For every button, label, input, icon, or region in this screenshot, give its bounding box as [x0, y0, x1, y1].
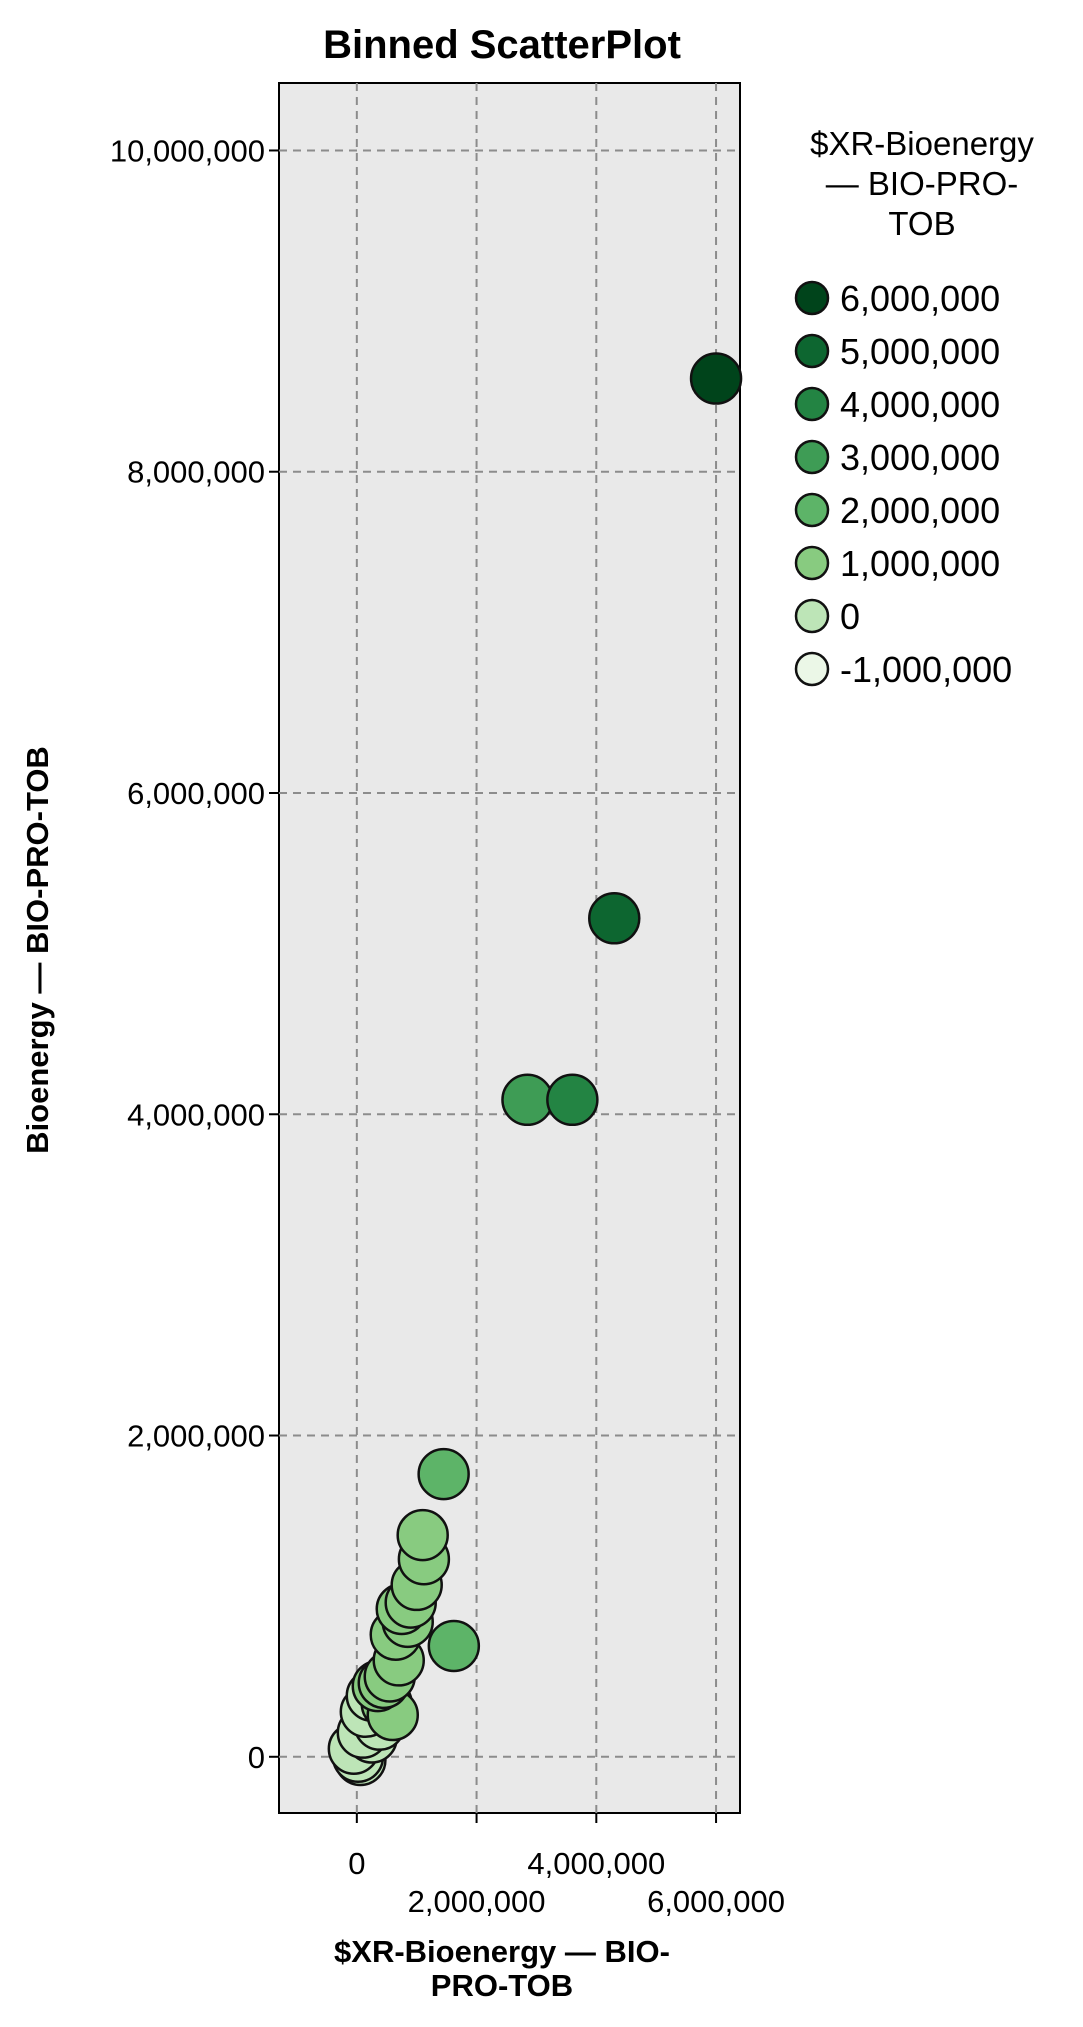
chart-title: Binned ScatterPlot — [323, 23, 681, 67]
legend-swatch — [794, 651, 830, 687]
x-tick-label: 2,000,000 — [408, 1884, 546, 1919]
y-axis-title: Bioenergy — BIO-PRO-TOB — [20, 746, 55, 1154]
axis-ticks: 02,000,0004,000,0006,000,0008,000,00010,… — [110, 133, 785, 1919]
data-point — [427, 1619, 481, 1673]
x-tick-label: 4,000,000 — [527, 1846, 665, 1881]
x-axis-title-line-2: PRO-TOB — [431, 1968, 573, 2003]
legend-label: 1,000,000 — [840, 543, 1000, 584]
legend-title-line-1: $XR-Bioenergy — [810, 125, 1034, 162]
x-axis-title-line-1: $XR-Bioenergy — BIO- — [334, 1934, 670, 1969]
y-tick-label: 0 — [248, 1740, 265, 1775]
legend-label: 3,000,000 — [840, 437, 1000, 478]
legend-swatch — [794, 439, 830, 475]
legend-title-line-2: — BIO-PRO- — [826, 165, 1019, 202]
legend-swatch — [794, 545, 830, 581]
data-point — [501, 1073, 554, 1127]
legend: $XR-Bioenergy — BIO-PRO- TOB 6,000,000 5,… — [794, 125, 1034, 690]
plot-area — [278, 82, 741, 1814]
legend-swatch — [794, 333, 830, 369]
legend-label: 5,000,000 — [840, 331, 1000, 372]
data-point — [396, 1508, 449, 1562]
legend-swatch — [794, 492, 830, 528]
y-tick-label: 4,000,000 — [127, 1097, 265, 1132]
data-point — [588, 892, 641, 945]
legend-label: 4,000,000 — [840, 384, 1000, 425]
x-tick-label: 0 — [348, 1846, 365, 1881]
y-tick-label: 8,000,000 — [127, 455, 265, 490]
legend-entries: 6,000,000 5,000,000 4,000,000 3,000,000 2,00… — [794, 278, 1012, 690]
data-point — [417, 1447, 470, 1501]
legend-label: 2,000,000 — [840, 490, 1000, 531]
data-point — [546, 1073, 599, 1127]
y-tick-label: 6,000,000 — [127, 776, 265, 811]
legend-title-line-3: TOB — [888, 205, 955, 242]
legend-label: -1,000,000 — [840, 649, 1012, 690]
data-points — [327, 352, 743, 1787]
data-point — [689, 352, 743, 405]
legend-swatch — [794, 386, 830, 422]
legend-label: 6,000,000 — [840, 278, 1000, 319]
legend-label: 0 — [840, 596, 860, 637]
legend-swatch — [794, 280, 830, 316]
x-tick-label: 6,000,000 — [647, 1884, 785, 1919]
legend-swatch — [794, 598, 830, 634]
y-tick-label: 10,000,000 — [110, 133, 265, 168]
y-tick-label: 2,000,000 — [127, 1419, 265, 1454]
